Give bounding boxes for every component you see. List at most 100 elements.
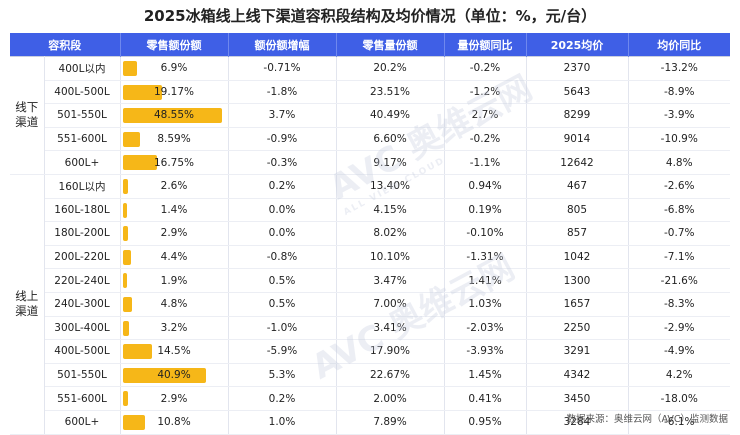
- channel-label-line2: 渠道: [15, 115, 39, 130]
- share-bar: [122, 249, 132, 265]
- share-value: 3.2%: [160, 321, 188, 334]
- share-value: 8.59%: [157, 133, 191, 146]
- share-bar: [122, 155, 157, 171]
- table-row: 300L-400L 3.2% -1.0% 3.41% -2.03% 2250 -2.9%: [10, 316, 730, 341]
- avg-price-cell: 8299: [526, 103, 629, 128]
- table-body: 线下 渠道 400L以内 6.9% -0.71% 20.2% -0.2% 2370 -13.2%…: [10, 56, 730, 435]
- channel-label: 线下 渠道: [10, 56, 45, 175]
- share-change-cell: -0.71%: [228, 56, 337, 81]
- share-cell: 8.59%: [120, 127, 229, 152]
- price-yoy-cell: 4.2%: [628, 363, 730, 388]
- volume-share-cell: 22.67%: [336, 363, 445, 388]
- price-yoy-cell: -3.9%: [628, 103, 730, 128]
- share-cell: 48.55%: [120, 103, 229, 128]
- share-change-cell: 0.0%: [228, 198, 337, 223]
- share-change-cell: -0.9%: [228, 127, 337, 152]
- table-row: 501-550L 40.9% 5.3% 22.67% 1.45% 4342 4.2%: [10, 363, 730, 388]
- volume-share-cell: 7.89%: [336, 410, 445, 435]
- volume-share-cell: 4.15%: [336, 198, 445, 223]
- price-yoy-cell: -8.3%: [628, 292, 730, 317]
- avg-price-cell: 3284: [526, 410, 629, 435]
- share-change-cell: 0.5%: [228, 268, 337, 293]
- volume-yoy-cell: 1.41%: [444, 268, 527, 293]
- avg-price-cell: 805: [526, 198, 629, 223]
- share-change-cell: 0.0%: [228, 221, 337, 246]
- volume-yoy-cell: 1.03%: [444, 292, 527, 317]
- channel-label-line2: 渠道: [15, 304, 39, 319]
- share-change-cell: -5.9%: [228, 339, 337, 364]
- volume-share-cell: 2.00%: [336, 386, 445, 411]
- share-bar: [122, 84, 162, 100]
- share-cell: 19.17%: [120, 80, 229, 105]
- share-change-cell: 0.2%: [228, 386, 337, 411]
- volume-yoy-cell: -2.03%: [444, 316, 527, 341]
- avg-price-cell: 3450: [526, 386, 629, 411]
- share-cell: 1.4%: [120, 198, 229, 223]
- volume-share-cell: 17.90%: [336, 339, 445, 364]
- volume-yoy-cell: -3.93%: [444, 339, 527, 364]
- price-yoy-cell: -6.8%: [628, 198, 730, 223]
- volume-share-cell: 3.41%: [336, 316, 445, 341]
- header-row: 容积段 零售额份额 额份额增幅 零售量份额 量份额同比 2025均价 均价同比: [10, 33, 730, 57]
- table-row: 551-600L 2.9% 0.2% 2.00% 0.41% 3450 -18.0%: [10, 386, 730, 411]
- share-cell: 16.75%: [120, 150, 229, 175]
- segment-cell: 551-600L: [44, 127, 121, 152]
- share-value: 10.8%: [157, 416, 191, 429]
- price-yoy-cell: -2.6%: [628, 173, 730, 199]
- volume-yoy-cell: 0.94%: [444, 173, 527, 199]
- share-value: 19.17%: [153, 85, 195, 98]
- avg-price-cell: 12642: [526, 150, 629, 175]
- share-value: 4.4%: [160, 251, 188, 264]
- segment-cell: 160L-180L: [44, 198, 121, 223]
- segment-cell: 160L以内: [44, 173, 121, 199]
- share-value: 4.8%: [160, 298, 188, 311]
- volume-yoy-cell: -1.1%: [444, 150, 527, 175]
- share-cell: 40.9%: [120, 363, 229, 388]
- segment-cell: 400L-500L: [44, 339, 121, 364]
- table-row: 200L-220L 4.4% -0.8% 10.10% -1.31% 1042 -7.1%: [10, 245, 730, 270]
- volume-share-cell: 7.00%: [336, 292, 445, 317]
- volume-share-cell: 23.51%: [336, 80, 445, 105]
- table-row: 400L-500L 14.5% -5.9% 17.90% -3.93% 3291 -4.9%: [10, 339, 730, 364]
- share-value: 6.9%: [160, 62, 188, 75]
- price-yoy-cell: -4.9%: [628, 339, 730, 364]
- table-row: 220L-240L 1.9% 0.5% 3.47% 1.41% 1300 -21.6%: [10, 268, 730, 293]
- table-row: 180L-200L 2.9% 0.0% 8.02% -0.10% 857 -0.7%: [10, 221, 730, 246]
- price-yoy-cell: -18.0%: [628, 386, 730, 411]
- volume-share-cell: 9.17%: [336, 150, 445, 175]
- channel-label-line1: 线上: [15, 289, 39, 304]
- table-row: 551-600L 8.59% -0.9% 6.60% -0.2% 9014 -10.9%: [10, 127, 730, 152]
- share-bar: [122, 391, 129, 407]
- share-bar: [122, 414, 145, 430]
- share-bar: [122, 108, 222, 124]
- segment-cell: 300L-400L: [44, 316, 121, 341]
- header-share: 零售额份额: [120, 33, 229, 57]
- data-table: 容积段 零售额份额 额份额增幅 零售量份额 量份额同比 2025均价 均价同比 …: [10, 33, 730, 435]
- share-change-cell: 0.5%: [228, 292, 337, 317]
- share-value: 1.9%: [160, 274, 188, 287]
- share-change-cell: 0.2%: [228, 173, 337, 199]
- header-share-change: 额份额增幅: [228, 33, 337, 57]
- volume-share-cell: 10.10%: [336, 245, 445, 270]
- share-bar: [122, 320, 130, 336]
- segment-cell: 240L-300L: [44, 292, 121, 317]
- share-cell: 2.9%: [120, 386, 229, 411]
- share-cell: 4.4%: [120, 245, 229, 270]
- share-value: 2.6%: [160, 180, 188, 193]
- volume-yoy-cell: -0.2%: [444, 127, 527, 152]
- avg-price-cell: 4342: [526, 363, 629, 388]
- share-cell: 3.2%: [120, 316, 229, 341]
- table-row: 600L+ 16.75% -0.3% 9.17% -1.1% 12642 4.8%: [10, 150, 730, 175]
- avg-price-cell: 1300: [526, 268, 629, 293]
- header-volume-yoy: 量份额同比: [444, 33, 527, 57]
- volume-share-cell: 13.40%: [336, 173, 445, 199]
- volume-share-cell: 8.02%: [336, 221, 445, 246]
- table-row: 240L-300L 4.8% 0.5% 7.00% 1.03% 1657 -8.3%: [10, 292, 730, 317]
- share-bar: [122, 367, 206, 383]
- header-price-yoy: 均价同比: [628, 33, 730, 57]
- table-row: 501-550L 48.55% 3.7% 40.49% 2.7% 8299 -3.9%: [10, 103, 730, 128]
- share-cell: 14.5%: [120, 339, 229, 364]
- price-yoy-cell: -7.1%: [628, 245, 730, 270]
- share-value: 2.9%: [160, 227, 188, 240]
- volume-share-cell: 20.2%: [336, 56, 445, 81]
